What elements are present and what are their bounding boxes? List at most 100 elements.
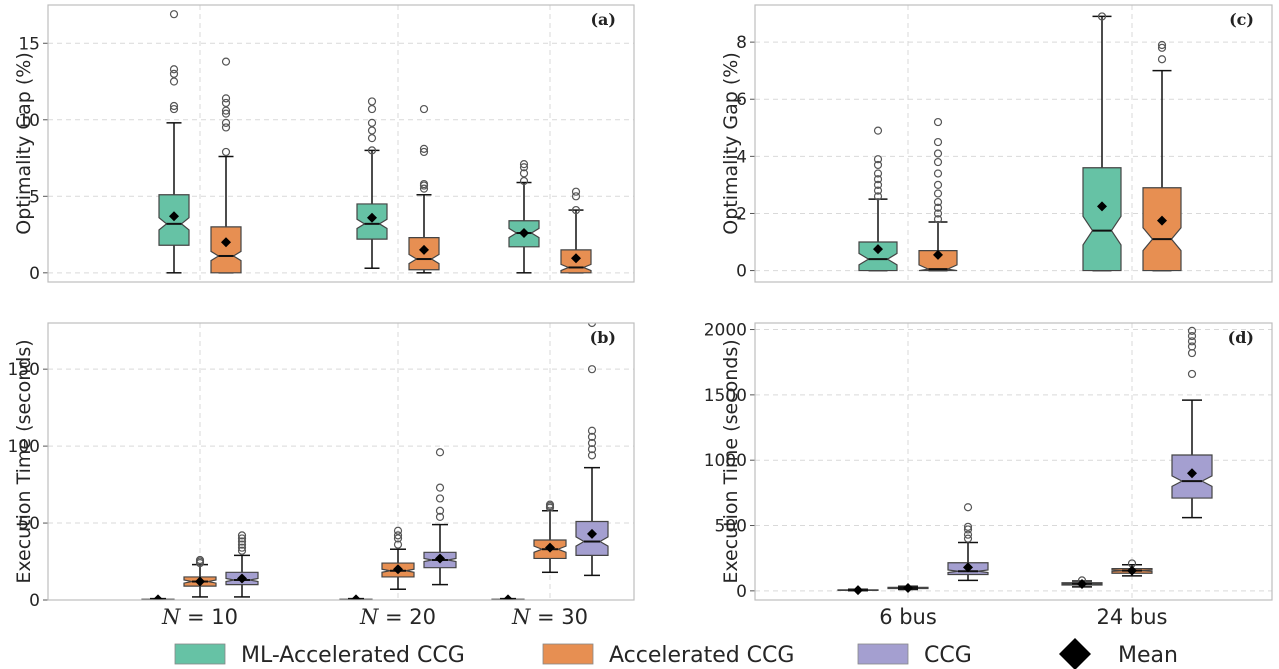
legend-item-3: CCG xyxy=(857,643,972,668)
y-axis-title: Execution Time (seconds) xyxy=(720,339,742,583)
outlier-point xyxy=(237,537,247,546)
outlier-point xyxy=(963,530,973,539)
box-ccg-1 xyxy=(947,503,989,582)
mean-marker xyxy=(237,573,247,584)
mean-marker xyxy=(419,244,429,255)
y-axis-title: Execution Time (seconds) xyxy=(13,339,35,583)
y-tick-label: 6 xyxy=(736,90,747,110)
outlier-point xyxy=(873,160,883,170)
box-ccg-3 xyxy=(575,323,609,577)
mean-marker xyxy=(903,582,913,593)
box-ccg-2 xyxy=(1171,326,1213,519)
outlier-point xyxy=(873,180,883,190)
outlier-point xyxy=(587,426,597,435)
box-ml-accelerated-ccg-2 xyxy=(1082,12,1122,272)
y-tick-label: 0 xyxy=(736,262,747,282)
mean-marker xyxy=(963,562,973,573)
plot-area xyxy=(837,326,1213,596)
legend-item-1: ML-Accelerated CCG xyxy=(174,643,465,668)
outlier-point xyxy=(237,546,247,555)
outlier-point xyxy=(587,432,597,441)
mean-marker xyxy=(367,212,377,223)
box-ml-accelerated-ccg-1 xyxy=(141,594,175,600)
x-tick-label: N = 20 xyxy=(359,605,436,629)
outlier-point xyxy=(873,126,883,135)
plot-area xyxy=(858,12,1182,272)
outlier-point xyxy=(1187,337,1197,346)
panel-label: (d) xyxy=(1228,328,1254,347)
box-ml-accelerated-ccg-3 xyxy=(508,160,540,274)
box-accelerated-ccg-2 xyxy=(381,526,415,590)
mean-marker xyxy=(1187,468,1197,479)
outlier-point xyxy=(1097,12,1107,21)
outlier-point xyxy=(519,160,529,169)
outlier-point xyxy=(435,448,445,457)
outlier-point xyxy=(169,104,179,114)
box-ml-accelerated-ccg-1 xyxy=(837,585,879,596)
outlier-point xyxy=(963,534,973,543)
y-tick-label: 10 xyxy=(18,111,40,131)
mean-marker xyxy=(873,244,883,255)
outlier-point xyxy=(1157,40,1167,50)
outlier-point xyxy=(393,540,403,549)
mean-marker xyxy=(571,253,581,264)
outlier-point xyxy=(933,209,943,218)
legend-label: CCG xyxy=(924,643,972,668)
outlier-point xyxy=(963,503,973,512)
x-tick-label: 24 bus xyxy=(1097,605,1168,629)
box-body xyxy=(1082,167,1122,272)
box-ccg-1 xyxy=(225,531,259,598)
outlier-point xyxy=(519,176,529,186)
outlier-point xyxy=(587,323,597,328)
outlier-point xyxy=(367,146,377,155)
outlier-point xyxy=(195,555,205,565)
box-ccg-2 xyxy=(423,448,457,586)
mean-marker xyxy=(853,585,863,596)
legend-swatch xyxy=(174,643,226,665)
y-axis-title: Optimality Gap (%) xyxy=(13,52,35,235)
outlier-point xyxy=(519,163,529,172)
box-accelerated-ccg-2 xyxy=(1111,559,1153,577)
outlier-point xyxy=(587,451,597,460)
mean-marker xyxy=(545,542,555,553)
box-ml-accelerated-ccg-1 xyxy=(858,126,898,272)
outlier-point xyxy=(435,506,445,515)
outlier-point xyxy=(169,101,179,111)
outlier-point xyxy=(873,169,883,178)
box-body xyxy=(1142,187,1182,272)
outlier-point xyxy=(169,10,179,19)
box-accelerated-ccg-1 xyxy=(918,117,958,272)
outlier-point xyxy=(933,197,943,207)
y-tick-label: 1500 xyxy=(704,386,747,406)
outlier-point xyxy=(221,57,231,66)
axes-frame xyxy=(754,322,1273,601)
mean-marker xyxy=(393,564,403,575)
legend-item-2: Accelerated CCG xyxy=(542,643,794,668)
outlier-point xyxy=(419,179,429,189)
legend-swatch xyxy=(857,643,909,665)
y-tick-label: 2000 xyxy=(704,321,747,341)
outlier-point xyxy=(221,123,231,132)
outlier-point xyxy=(571,192,581,201)
legend-swatch-mean xyxy=(1059,638,1091,669)
outlier-point xyxy=(367,118,377,127)
mean-marker xyxy=(1157,215,1167,226)
outlier-point xyxy=(1187,369,1197,379)
outlier-point xyxy=(419,147,429,157)
y-tick-label: 5 xyxy=(29,187,40,207)
axes-frame xyxy=(47,322,635,601)
box-body xyxy=(210,226,242,274)
mean-marker xyxy=(153,594,163,600)
outlier-point xyxy=(545,500,555,509)
outlier-point xyxy=(933,117,943,127)
outlier-point xyxy=(587,445,597,454)
mean-marker xyxy=(933,249,943,260)
outlier-point xyxy=(933,137,943,147)
y-tick-label: 100 xyxy=(8,437,40,457)
y-axis-title: Optimality Gap (%) xyxy=(720,52,742,235)
plot-area xyxy=(141,323,609,600)
